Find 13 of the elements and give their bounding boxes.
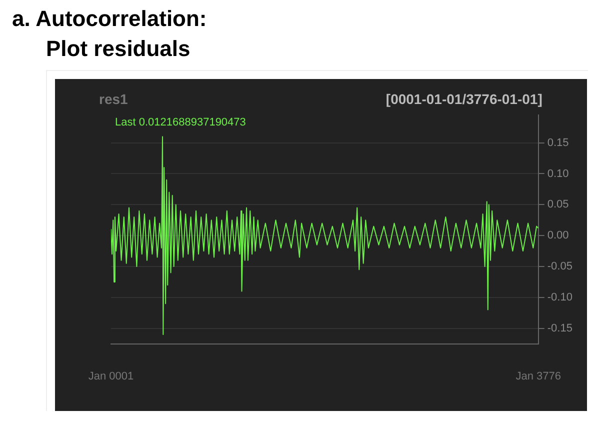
y-tick-label: 0.10 bbox=[547, 168, 569, 180]
y-tick-label: 0.05 bbox=[547, 198, 569, 211]
chart-subtitle: res1 bbox=[99, 90, 128, 107]
x-tick-label: Jan 0001 bbox=[88, 370, 134, 382]
y-tick-label: -0.05 bbox=[547, 260, 572, 273]
text: [0001-01-01/3776-01-01] bbox=[386, 90, 542, 107]
chart-title: a. Autocorrelation: Plot residuals bbox=[11, 5, 208, 63]
y-tick-label: 0.15 bbox=[547, 136, 569, 149]
annotation: Last 0.0121688937190473 bbox=[115, 116, 246, 129]
y-tick-label: -0.10 bbox=[547, 291, 572, 304]
x-tick-label: Jan 3776 bbox=[516, 370, 561, 382]
y-tick-label: -0.15 bbox=[547, 322, 572, 334]
y-tick-label: 0.00 bbox=[547, 230, 569, 242]
